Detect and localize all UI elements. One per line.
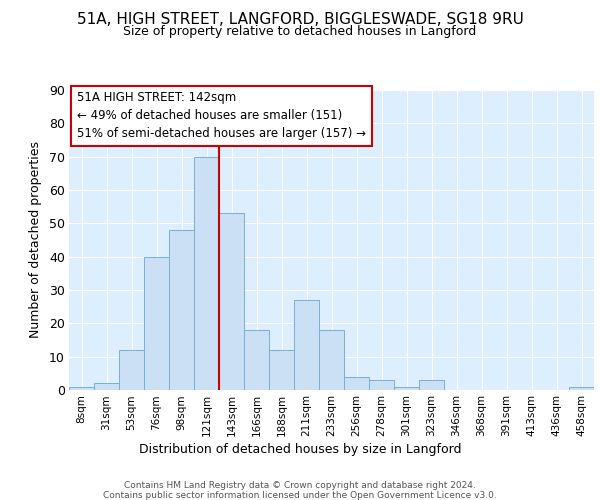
Bar bbox=[69, 386, 94, 390]
Text: Distribution of detached houses by size in Langford: Distribution of detached houses by size … bbox=[139, 442, 461, 456]
Bar bbox=[419, 380, 444, 390]
Bar bbox=[269, 350, 294, 390]
Bar bbox=[294, 300, 319, 390]
Text: Contains HM Land Registry data © Crown copyright and database right 2024.: Contains HM Land Registry data © Crown c… bbox=[124, 481, 476, 490]
Bar bbox=[369, 380, 394, 390]
Text: 51A HIGH STREET: 142sqm
← 49% of detached houses are smaller (151)
51% of semi-d: 51A HIGH STREET: 142sqm ← 49% of detache… bbox=[77, 92, 366, 140]
Bar bbox=[194, 156, 219, 390]
Bar bbox=[319, 330, 344, 390]
Bar bbox=[394, 386, 419, 390]
Text: Size of property relative to detached houses in Langford: Size of property relative to detached ho… bbox=[124, 25, 476, 38]
Bar bbox=[144, 256, 169, 390]
Bar bbox=[169, 230, 194, 390]
Text: Contains public sector information licensed under the Open Government Licence v3: Contains public sector information licen… bbox=[103, 491, 497, 500]
Bar bbox=[94, 384, 119, 390]
Bar bbox=[569, 386, 594, 390]
Bar bbox=[219, 214, 244, 390]
Bar bbox=[344, 376, 369, 390]
Bar bbox=[119, 350, 144, 390]
Text: 51A, HIGH STREET, LANGFORD, BIGGLESWADE, SG18 9RU: 51A, HIGH STREET, LANGFORD, BIGGLESWADE,… bbox=[77, 12, 523, 28]
Bar bbox=[244, 330, 269, 390]
Y-axis label: Number of detached properties: Number of detached properties bbox=[29, 142, 42, 338]
